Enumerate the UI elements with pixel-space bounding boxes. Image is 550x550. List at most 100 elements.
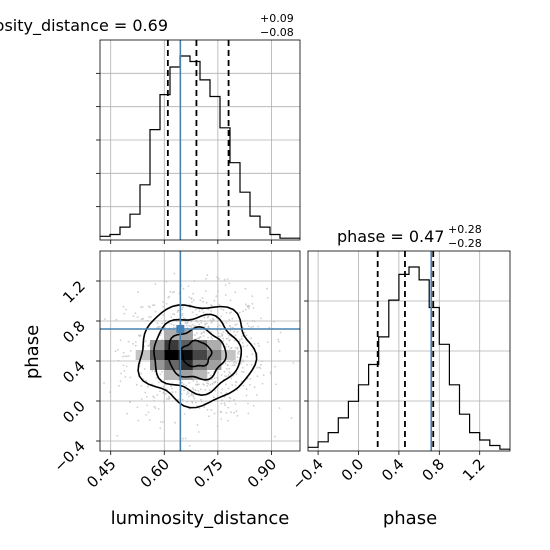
- scatter-point: [214, 389, 216, 392]
- scatter-point: [168, 322, 171, 325]
- scatter-point: [246, 305, 249, 307]
- scatter-point: [153, 405, 156, 408]
- scatter-point: [159, 334, 162, 336]
- scatter-point: [209, 319, 212, 321]
- scatter-point: [227, 387, 230, 390]
- scatter-point: [216, 329, 219, 332]
- scatter-point: [274, 435, 276, 438]
- scatter-point: [147, 385, 149, 388]
- scatter-point: [140, 306, 142, 309]
- contour-3: [137, 304, 258, 409]
- scatter-point: [199, 319, 202, 322]
- scatter-point: [215, 295, 218, 298]
- scatter-point: [139, 334, 142, 337]
- scatter-point: [129, 400, 131, 403]
- scatter-point: [173, 272, 176, 275]
- scatter-point: [152, 395, 155, 398]
- scatter-point: [181, 381, 184, 384]
- scatter-point: [185, 384, 188, 387]
- scatter-point: [203, 325, 206, 328]
- scatter-point: [251, 295, 254, 298]
- scatter-point: [159, 373, 162, 376]
- scatter-point: [235, 371, 238, 374]
- scatter-point: [194, 308, 197, 311]
- scatter-point: [241, 359, 244, 361]
- scatter-point: [141, 306, 144, 308]
- scatter-point: [182, 383, 185, 386]
- density-cell-21: [135, 350, 150, 360]
- scatter-point: [210, 304, 213, 307]
- scatter-point: [140, 385, 143, 387]
- scatter-point: [244, 287, 247, 290]
- scatter-point: [255, 394, 258, 396]
- scatter-point: [199, 299, 202, 302]
- scatter-point: [118, 384, 120, 387]
- scatter-point: [199, 336, 201, 339]
- scatter-point: [233, 360, 236, 363]
- scatter-point: [125, 365, 128, 368]
- scatter-point: [219, 335, 222, 338]
- scatter-point: [188, 445, 191, 447]
- density-cell-11: [150, 360, 165, 370]
- scatter-point: [270, 373, 272, 375]
- density-cell-17: [178, 370, 193, 380]
- scatter-point: [172, 313, 174, 315]
- scatter-point: [191, 401, 194, 404]
- scatter-point: [241, 342, 244, 344]
- scatter-point: [253, 320, 256, 323]
- scatter-point: [134, 344, 137, 347]
- scatter-point: [187, 392, 190, 395]
- contour-2: [153, 313, 243, 397]
- scatter-point: [273, 320, 275, 323]
- scatter-point: [235, 380, 237, 383]
- scatter-point: [208, 415, 210, 418]
- title-luminosity-distance-minus: −0.08: [260, 26, 294, 39]
- scatter-point: [146, 404, 149, 407]
- scatter-point: [278, 407, 281, 409]
- scatter-point: [228, 282, 231, 285]
- scatter-point: [103, 382, 105, 384]
- scatter-point: [228, 400, 231, 403]
- scatter-point: [146, 319, 149, 322]
- scatter-point: [242, 345, 245, 348]
- phase-histogram: [308, 266, 510, 450]
- scatter-point: [238, 311, 241, 314]
- scatter-point: [171, 391, 174, 393]
- scatter-point: [145, 379, 148, 382]
- density-cell-16: [164, 330, 179, 340]
- scatter-point: [192, 394, 195, 396]
- scatter-point: [207, 336, 210, 339]
- scatter-point: [199, 388, 202, 391]
- scatter-point: [246, 355, 249, 358]
- scatter-point: [216, 425, 219, 427]
- scatter-point: [266, 287, 268, 290]
- scatter-point: [168, 395, 170, 398]
- xlabel-phase: phase: [383, 508, 437, 529]
- scatter-point: [207, 326, 210, 329]
- scatter-point: [173, 313, 176, 316]
- scatter-point: [193, 280, 196, 283]
- joint-xtick-label-3: 0.90: [244, 455, 280, 491]
- scatter-point: [250, 326, 253, 329]
- scatter-point: [240, 360, 243, 363]
- ylabel-phase: phase: [22, 325, 43, 379]
- scatter-point: [186, 324, 188, 327]
- scatter-point: [157, 381, 160, 384]
- scatter-point: [163, 319, 166, 322]
- scatter-point: [104, 318, 106, 320]
- scatter-point: [198, 323, 201, 326]
- scatter-point: [228, 318, 231, 321]
- scatter-point: [162, 305, 164, 308]
- scatter-point: [234, 324, 237, 326]
- scatter-point: [196, 381, 198, 383]
- scatter-point: [190, 393, 193, 395]
- scatter-point: [122, 305, 125, 308]
- scatter-point: [218, 303, 221, 306]
- scatter-point: [176, 311, 179, 313]
- scatter-point: [211, 383, 214, 385]
- scatter-point: [197, 390, 200, 392]
- scatter-point: [247, 402, 249, 405]
- scatter-point: [183, 413, 186, 415]
- scatter-point: [140, 318, 143, 321]
- scatter-point: [248, 305, 251, 308]
